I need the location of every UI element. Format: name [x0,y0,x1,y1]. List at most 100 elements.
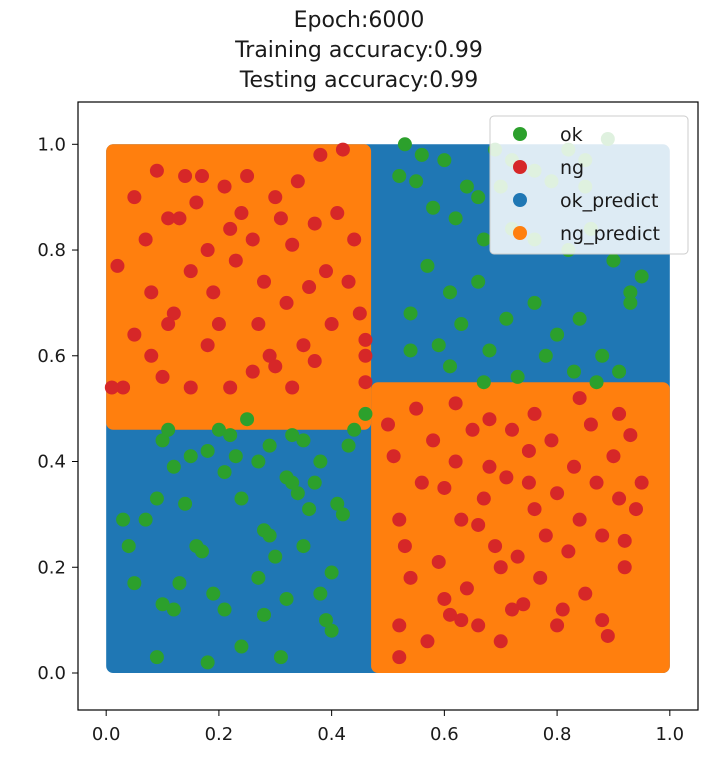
point-ok-73 [296,433,311,448]
point-ok-0 [397,137,412,152]
point-ng-93 [589,475,604,490]
point-ng-117 [521,475,536,490]
point-ng-2 [138,232,153,247]
point-ok-22 [623,285,638,300]
point-ok-37 [538,348,553,363]
point-ng-46 [161,317,176,332]
chart-title-line-3: Testing accuracy:0.99 [239,68,479,93]
point-ng-29 [296,338,311,353]
point-ng-28 [290,174,305,189]
point-ng-66 [437,591,452,606]
point-ok-21 [606,253,621,268]
axes: 0.0 0.2 0.4 0.6 0.8 1.0 0.0 0.2 0.4 0.6 0.8 1.0 [37,101,699,745]
chart-title-line-1: Epoch:6000 [293,8,425,33]
x-tick-label-3: 0.6 [430,724,459,745]
point-ng-114 [493,560,508,575]
point-ok-98 [313,586,328,601]
y-tick-label-4: 0.8 [37,240,66,261]
point-ng-26 [279,295,294,310]
point-ok-36 [510,369,525,384]
point-ng-12 [200,243,215,258]
point-ng-90 [572,512,587,527]
point-ng-73 [476,491,491,506]
point-ng-112 [617,533,632,548]
point-ok-86 [217,602,232,617]
point-ng-32 [313,147,328,162]
point-ng-100 [629,502,643,517]
point-ng-56 [381,417,395,432]
point-ok-39 [589,375,604,390]
y-tick-label-5: 1.0 [37,134,66,155]
point-ng-6 [166,306,181,321]
point-ok-63 [228,449,243,464]
point-ok-100 [262,438,277,453]
point-ng-23 [262,348,277,363]
point-ok-56 [178,496,193,511]
point-ok-4 [459,179,474,194]
legend: ok ng ok_predict ng_predict [489,115,689,255]
point-ng-9 [183,264,198,279]
point-ng-113 [471,517,486,532]
point-ng-86 [550,486,565,501]
point-ok-87 [234,639,249,654]
plot-frame [77,101,699,711]
point-ok-48 [116,512,131,527]
chart-title-line-2: Training accuracy:0.99 [235,38,483,63]
point-ng-5 [161,211,176,226]
point-ok-1 [392,169,407,184]
point-ng-97 [612,491,627,506]
legend-label-ok_predict: ok_predict [560,190,659,212]
point-ng-39 [352,306,367,321]
point-ok-27 [527,295,542,310]
point-ng-8 [178,169,193,184]
point-ng-34 [324,317,339,332]
point-ng-16 [223,221,238,236]
point-ok-91 [296,539,311,554]
point-ok-68 [262,528,277,543]
point-ok-82 [155,597,170,612]
point-ng-35 [330,206,345,221]
point-ok-69 [268,549,283,564]
point-ng-57 [386,449,401,464]
x-tick-label-4: 0.8 [543,724,572,745]
point-ok-93 [324,623,339,638]
point-ng-45 [155,369,170,384]
point-ok-52 [149,491,164,506]
point-ok-29 [572,311,587,326]
point-ng-70 [459,581,474,596]
point-ng-84 [538,528,553,543]
point-ng-36 [335,142,350,157]
point-ng-54 [116,380,131,395]
point-ok-33 [431,338,446,353]
point-ok-94 [172,576,187,591]
point-ok-66 [251,454,266,469]
point-ng-80 [516,597,531,612]
point-ng-48 [200,338,215,353]
point-ok-59 [200,443,215,458]
point-ok-62 [223,428,238,443]
point-ng-3 [144,285,159,300]
point-ng-13 [206,285,221,300]
point-ok-3 [437,153,452,168]
x-tick-label-2: 0.4 [317,724,346,745]
point-ng-65 [431,554,446,569]
point-ng-63 [414,475,429,490]
point-ok-72 [290,486,305,501]
point-ok-23 [420,258,435,273]
point-ng-51 [268,359,283,374]
x-tick-label-1: 0.2 [205,724,234,745]
point-ok-54 [161,422,176,437]
point-ng-110 [505,602,519,617]
point-ng-75 [488,539,503,554]
point-ng-101 [634,475,649,490]
point-ng-42 [358,375,373,390]
point-ok-92 [319,613,333,628]
point-ng-59 [397,539,412,554]
point-ok-64 [234,491,249,506]
point-ok-30 [595,348,610,363]
point-ng-20 [245,232,260,247]
point-ok-81 [347,422,362,437]
point-ok-35 [482,343,497,358]
